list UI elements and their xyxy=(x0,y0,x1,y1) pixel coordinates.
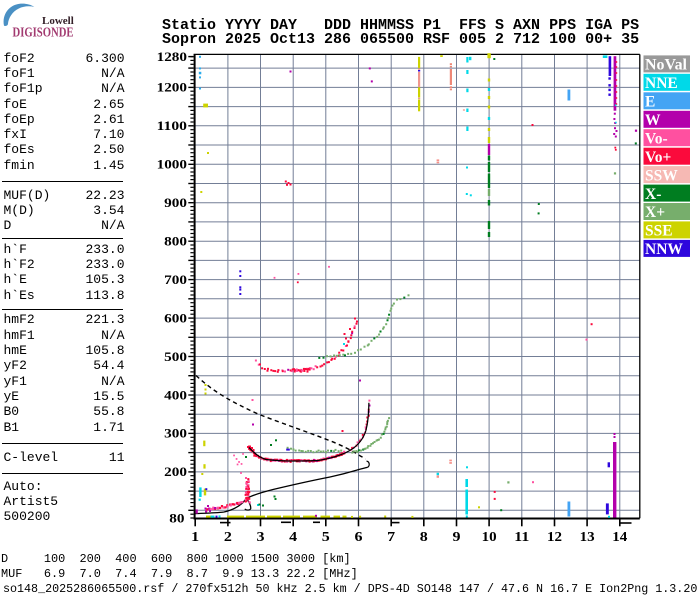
svg-text:7: 7 xyxy=(387,530,395,545)
svg-text:5: 5 xyxy=(322,530,330,545)
svg-text:4: 4 xyxy=(289,530,297,545)
svg-text:12: 12 xyxy=(547,530,562,545)
svg-text:80: 80 xyxy=(169,511,184,525)
svg-text:X+: X+ xyxy=(645,204,665,221)
svg-text:13: 13 xyxy=(580,530,595,545)
svg-text:3: 3 xyxy=(257,530,265,545)
svg-text:Vo-: Vo- xyxy=(645,130,668,147)
svg-text:400: 400 xyxy=(164,388,187,402)
svg-text:1280: 1280 xyxy=(157,50,187,64)
svg-text:300: 300 xyxy=(164,427,187,441)
svg-text:1: 1 xyxy=(191,530,199,545)
svg-text:1000: 1000 xyxy=(157,158,187,172)
svg-text:SSE: SSE xyxy=(645,223,673,240)
svg-text:10: 10 xyxy=(482,530,497,545)
svg-text:6: 6 xyxy=(355,530,363,545)
svg-text:1100: 1100 xyxy=(157,119,187,133)
svg-text:11: 11 xyxy=(514,530,529,545)
svg-text:700: 700 xyxy=(164,273,187,287)
svg-text:9: 9 xyxy=(453,530,461,545)
svg-text:NNW: NNW xyxy=(645,241,683,258)
svg-text:SSW: SSW xyxy=(645,167,678,184)
svg-text:14: 14 xyxy=(612,530,627,545)
svg-text:W: W xyxy=(645,112,661,129)
svg-text:E: E xyxy=(645,94,655,111)
svg-text:500: 500 xyxy=(164,350,187,364)
svg-text:NNE: NNE xyxy=(645,75,678,92)
svg-text:Lowell: Lowell xyxy=(42,15,74,27)
svg-text:Vo+: Vo+ xyxy=(645,149,672,166)
svg-text:2: 2 xyxy=(224,530,232,545)
svg-text:1200: 1200 xyxy=(157,81,187,95)
svg-text:8: 8 xyxy=(420,530,428,545)
svg-text:X-: X- xyxy=(645,186,661,203)
svg-text:800: 800 xyxy=(164,235,187,249)
svg-text:900: 900 xyxy=(164,196,187,210)
svg-text:200: 200 xyxy=(164,465,187,479)
svg-text:DIGISONDE: DIGISONDE xyxy=(13,26,74,41)
svg-text:NoVal: NoVal xyxy=(645,57,688,74)
svg-text:600: 600 xyxy=(164,311,187,325)
